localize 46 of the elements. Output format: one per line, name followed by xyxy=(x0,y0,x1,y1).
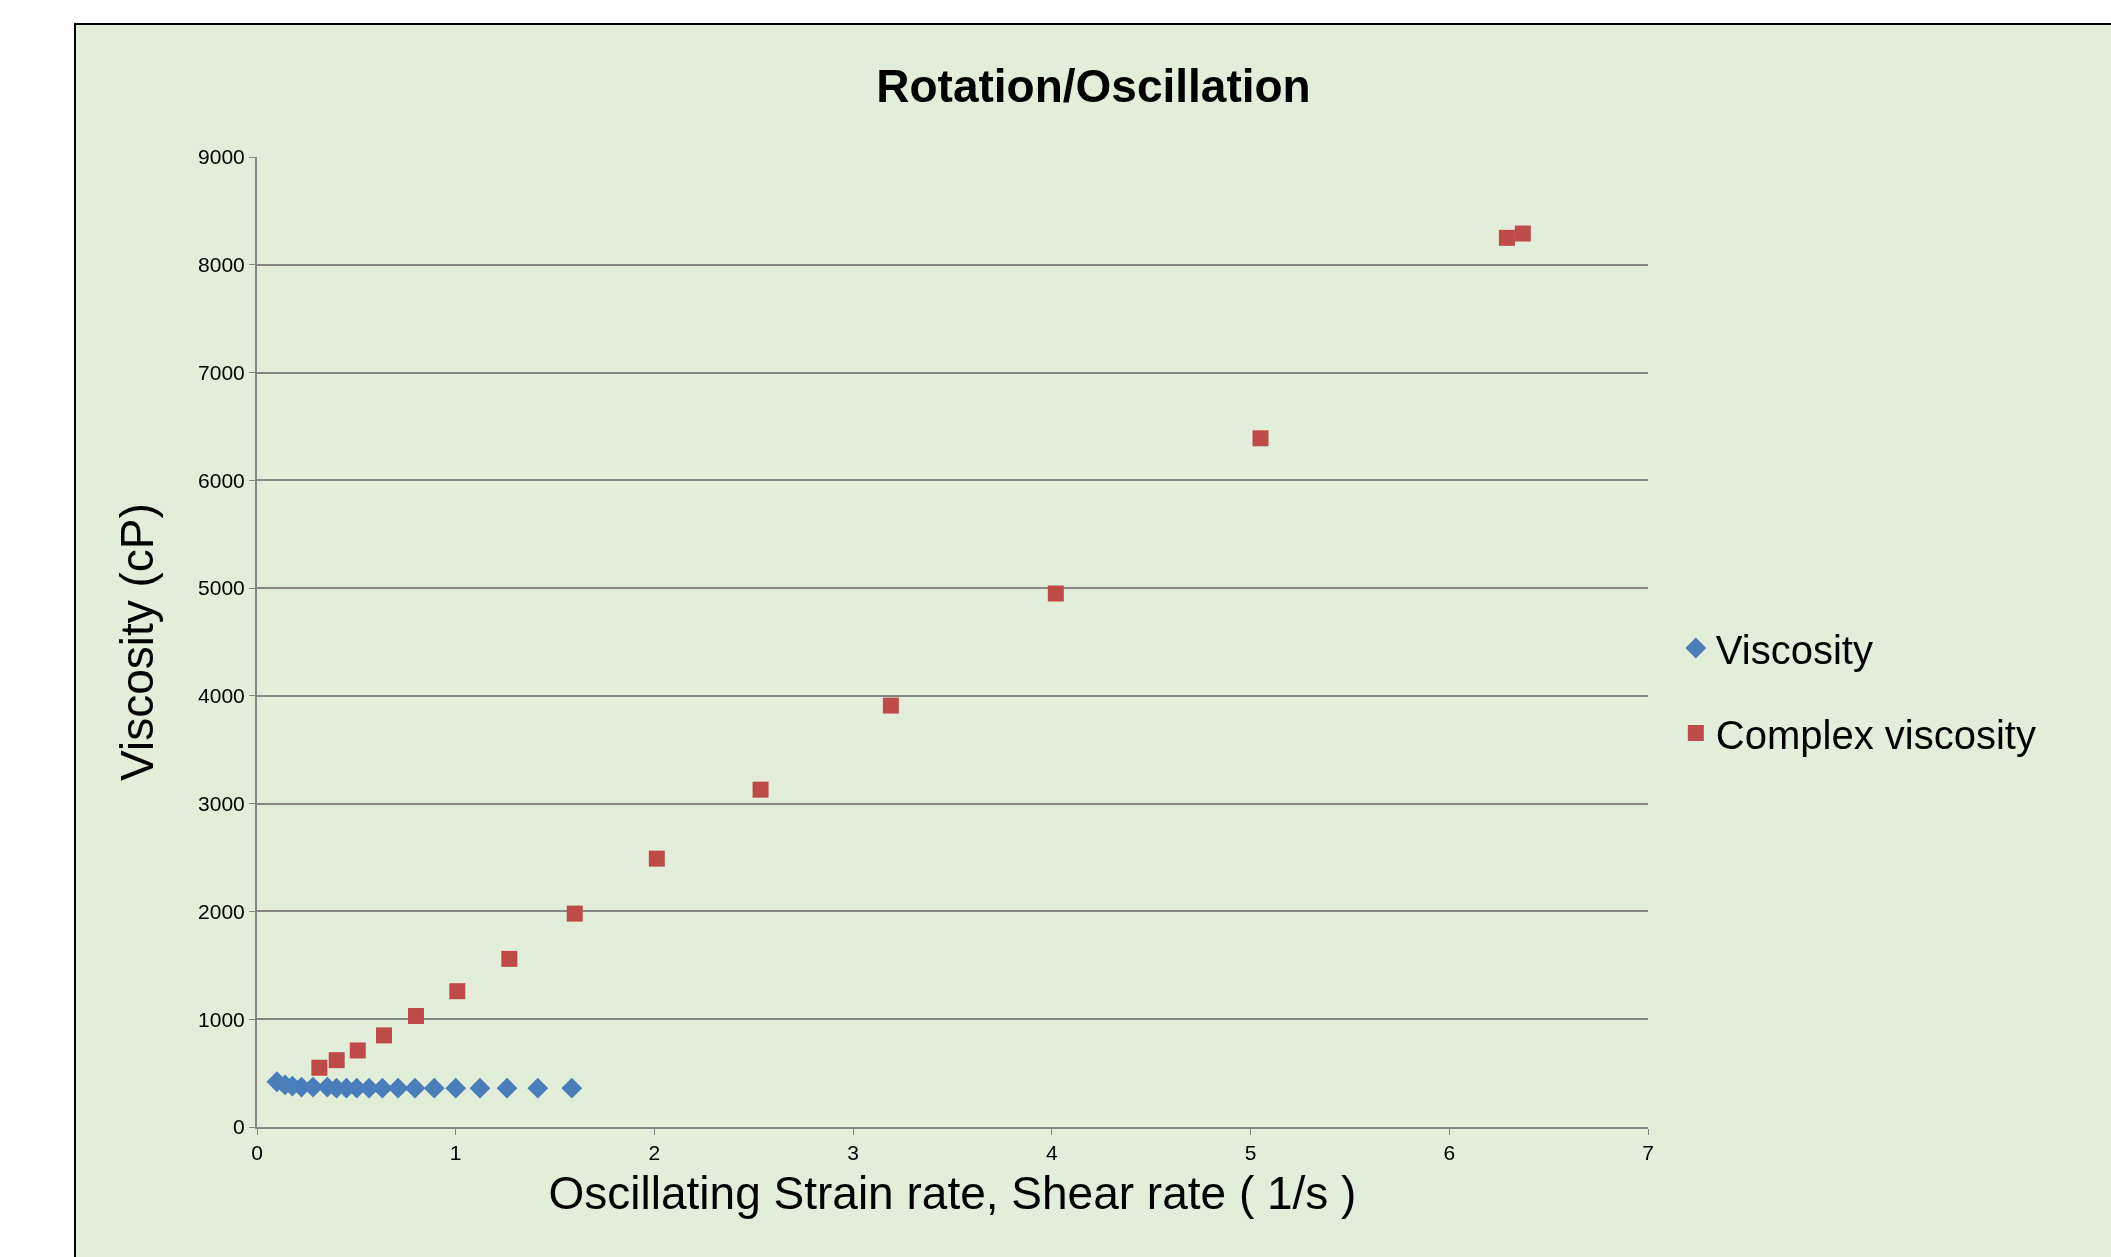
point xyxy=(469,1077,491,1099)
x-tick-label: 1 xyxy=(449,1141,462,1165)
point xyxy=(445,1077,467,1099)
point xyxy=(407,1007,424,1024)
point xyxy=(449,983,466,1000)
point xyxy=(566,905,583,922)
x-tick-label: 5 xyxy=(1244,1141,1257,1165)
point xyxy=(1498,229,1515,246)
y-tick-label: 1000 xyxy=(198,1007,245,1031)
x-tick-label: 7 xyxy=(1642,1141,1654,1165)
y-tick-label: 6000 xyxy=(198,468,245,492)
y-tick-label: 7000 xyxy=(198,360,245,384)
legend-label: Complex viscosity xyxy=(1715,712,2036,757)
y-tick-label: 5000 xyxy=(198,576,245,600)
point xyxy=(387,1077,409,1099)
point xyxy=(1047,585,1064,602)
legend-label: Viscosity xyxy=(1715,627,1873,672)
x-tick-label: 2 xyxy=(648,1141,661,1165)
point xyxy=(349,1042,366,1059)
y-tick-label: 9000 xyxy=(198,145,245,169)
x-tick-label: 4 xyxy=(1046,1141,1059,1165)
point xyxy=(423,1077,445,1099)
x-tick-label: 3 xyxy=(847,1141,859,1165)
point xyxy=(311,1059,328,1076)
point xyxy=(501,950,518,967)
point xyxy=(1252,430,1269,447)
y-axis-title: Viscosity (cP) xyxy=(110,503,163,781)
point xyxy=(882,697,899,714)
x-tick-label: 6 xyxy=(1443,1141,1456,1165)
y-tick-label: 0 xyxy=(233,1115,245,1139)
x-axis-title: Oscillating Strain rate, Shear rate ( 1/s ) xyxy=(548,1167,1357,1220)
point xyxy=(561,1077,583,1099)
point xyxy=(1514,225,1531,242)
point xyxy=(752,781,769,798)
point xyxy=(375,1027,392,1044)
chart-title: Rotation/Oscillation xyxy=(876,59,1311,112)
point xyxy=(496,1077,518,1099)
point xyxy=(328,1052,345,1069)
point xyxy=(648,850,665,867)
y-tick-label: 4000 xyxy=(198,684,245,708)
point xyxy=(527,1077,549,1099)
y-tick-label: 2000 xyxy=(198,899,245,923)
y-tick-label: 3000 xyxy=(198,792,245,816)
x-tick-label: 0 xyxy=(251,1141,263,1165)
y-tick-label: 8000 xyxy=(198,253,245,277)
point xyxy=(404,1077,426,1099)
